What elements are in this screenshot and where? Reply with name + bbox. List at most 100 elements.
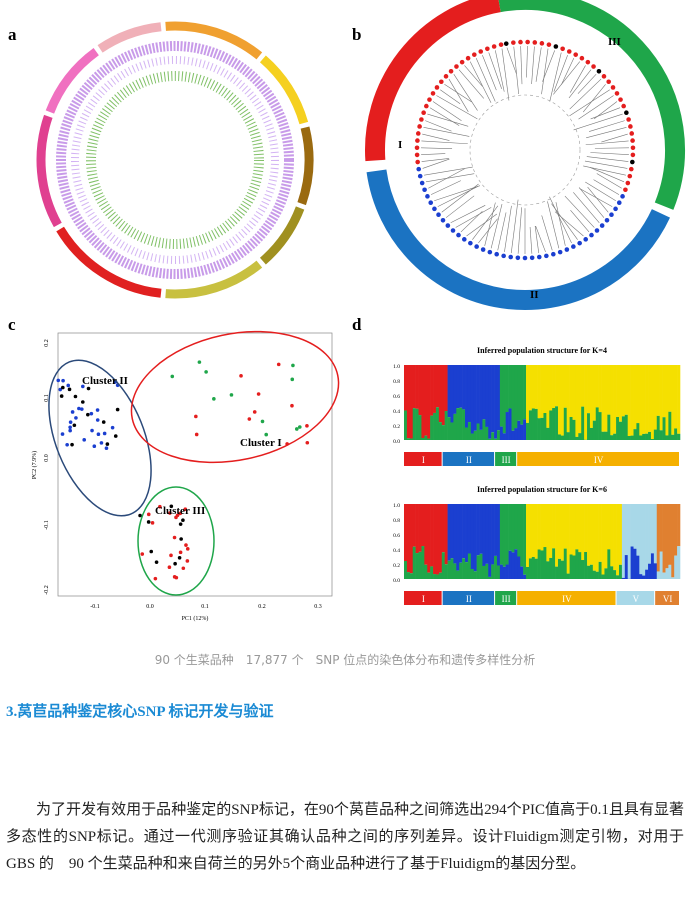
ancestry-bar: [412, 408, 416, 440]
ancestry-bar: [653, 429, 658, 440]
branch: [573, 113, 623, 131]
leaf-dot: [522, 255, 528, 261]
ancestry-bar: [610, 504, 614, 567]
leaf-dot: [508, 254, 514, 260]
ancestry-bar: [677, 433, 681, 440]
ancestry-bar: [555, 365, 559, 407]
y-tick-label: 0.2: [44, 339, 50, 347]
x-tick-label: 0.2: [258, 604, 266, 610]
ancestry-bar: [528, 410, 533, 440]
pca-point: [95, 408, 100, 412]
ancestry-bar: [453, 413, 457, 440]
pca-point: [170, 374, 175, 379]
ancestry-bar: [499, 564, 504, 579]
ancestry-bar: [601, 431, 605, 440]
pca-point: [56, 378, 61, 383]
ancestry-bar: [499, 504, 504, 565]
pca-point: [305, 440, 310, 445]
ancestry-bar: [645, 365, 649, 434]
ancestry-bar: [496, 365, 501, 431]
ancestry-bar: [494, 365, 498, 439]
cluster-label: III: [608, 36, 621, 48]
ancestry-bar: [508, 550, 512, 579]
ancestry-bar: [665, 365, 669, 436]
ancestry-bar: [656, 365, 660, 416]
panel-label: d: [352, 315, 362, 334]
leaf-dot: [422, 187, 427, 193]
ancestry-bar: [581, 365, 585, 407]
cluster-label: Cluster II: [82, 375, 128, 387]
ancestry-bar: [563, 407, 567, 440]
ancestry-bar: [517, 556, 521, 579]
ancestry-bar: [526, 422, 530, 440]
ancestry-bar: [540, 504, 544, 551]
leaf-dot: [591, 64, 596, 69]
ancestry-bar: [447, 504, 451, 561]
ancestry-bar: [424, 365, 428, 436]
pca-point: [169, 504, 174, 509]
ancestry-bar: [456, 365, 460, 409]
ancestry-bar: [482, 365, 486, 420]
ancestry-bar: [636, 555, 640, 579]
leaf-dot: [620, 194, 625, 199]
leaf-dot: [450, 228, 456, 233]
branch: [584, 160, 628, 169]
y-tick-label: 0.1: [44, 394, 50, 402]
ancestry-bar: [534, 558, 538, 579]
pca-point: [184, 543, 188, 547]
group-band: [495, 452, 517, 466]
ancestry-bar: [418, 551, 422, 579]
ancestry-bar: [404, 504, 408, 562]
branch: [422, 158, 450, 169]
plot-title: Inferred population structure for K=6: [477, 485, 607, 494]
ancestry-bar: [453, 365, 457, 414]
ancestry-bar: [465, 365, 469, 428]
ancestry-bar: [601, 365, 605, 432]
cluster-arc: [498, 0, 685, 210]
ancestry-bar: [418, 365, 422, 416]
ancestry-bar: [526, 566, 530, 579]
ancestry-bar: [462, 558, 466, 579]
y-tick-label: 0.6: [393, 533, 400, 539]
pca-point: [96, 432, 101, 437]
ancestry-bar: [488, 365, 492, 439]
branch: [590, 152, 629, 156]
ancestry-bar: [584, 551, 588, 579]
ancestry-bar: [572, 555, 576, 579]
leaf-dot: [487, 249, 493, 255]
ancestry-bar: [543, 504, 547, 548]
ancestry-bar: [633, 429, 637, 440]
leaf-dot: [501, 253, 506, 259]
panel-label: c: [8, 315, 16, 334]
ancestry-bar: [549, 504, 553, 558]
pca-point: [67, 387, 72, 392]
ancestry-bar: [511, 504, 515, 553]
tree-core: [469, 94, 581, 206]
ancestry-bar: [441, 552, 445, 579]
ancestry-bar: [589, 365, 594, 428]
ancestry-bar: [465, 427, 469, 440]
branch: [484, 202, 496, 246]
ancestry-bar: [528, 504, 533, 559]
leaf-dot: [415, 131, 421, 136]
ancestry-bar: [505, 365, 509, 413]
ancestry-bar: [563, 365, 567, 408]
leaf-dot: [478, 49, 484, 54]
group-band: [517, 452, 679, 466]
ancestry-bar: [662, 572, 666, 579]
ancestry-bar: [592, 365, 597, 421]
ancestry-bar: [467, 504, 472, 554]
ancestry-bar: [543, 365, 547, 414]
ancestry-bar: [444, 504, 448, 565]
ancestry-bar: [508, 408, 512, 440]
ancestry-bar: [520, 424, 524, 440]
leaf-dot: [434, 85, 440, 90]
group-label: III: [502, 455, 511, 465]
pca-point: [138, 513, 142, 518]
branch: [577, 73, 597, 94]
ancestry-bar: [441, 365, 445, 426]
branch: [531, 46, 535, 85]
ancestry-bar: [618, 365, 623, 422]
pca-point: [59, 394, 64, 398]
branch: [504, 205, 512, 252]
